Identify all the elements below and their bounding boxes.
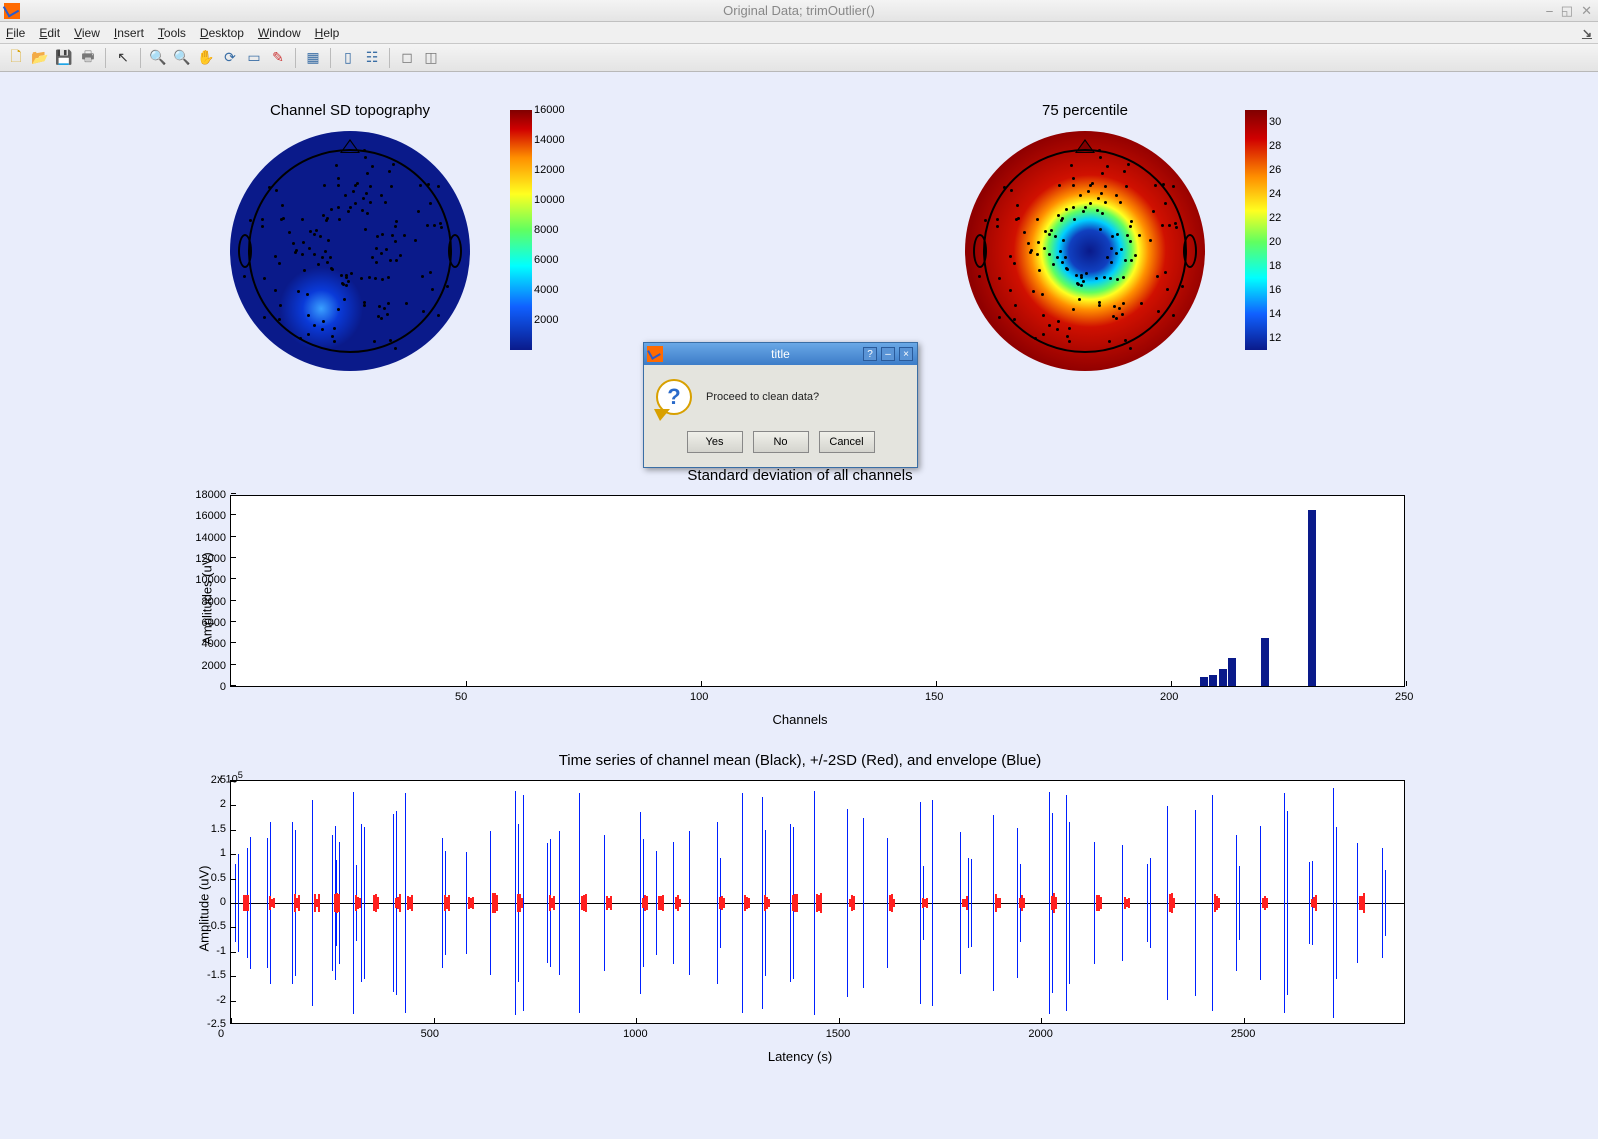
menu-view[interactable]: View bbox=[74, 26, 100, 40]
window-titlebar: Original Data; trimOutlier() ⎯ ◱ ✕ bbox=[0, 0, 1598, 22]
dialog-close-icon[interactable]: × bbox=[899, 347, 913, 361]
timeseries-xlabel: Latency (s) bbox=[768, 1049, 832, 1064]
matlab-icon bbox=[4, 3, 20, 19]
timeseries-yexp: 5 bbox=[238, 770, 243, 780]
colorbar-percentile: 30282624222018161412 bbox=[1245, 110, 1267, 350]
yes-button[interactable]: Yes bbox=[687, 431, 743, 453]
zoom-in-icon[interactable]: 🔍 bbox=[148, 48, 168, 68]
colorbar-gradient bbox=[1245, 110, 1267, 350]
minimize-icon[interactable]: ⎯ bbox=[1546, 3, 1553, 19]
maximize-icon[interactable]: ◱ bbox=[1561, 3, 1573, 19]
dialog-message: Proceed to clean data? bbox=[706, 391, 819, 403]
timeseries-axes bbox=[230, 780, 1405, 1024]
barchart-xlabel: Channels bbox=[773, 712, 828, 727]
link-icon[interactable]: ▦ bbox=[303, 48, 323, 68]
pointer-icon[interactable]: ↖ bbox=[113, 48, 133, 68]
window-buttons: ⎯ ◱ ✕ bbox=[1546, 3, 1592, 19]
menu-window[interactable]: Window bbox=[258, 26, 301, 40]
menu-desktop[interactable]: Desktop bbox=[200, 26, 244, 40]
menu-insert[interactable]: Insert bbox=[114, 26, 144, 40]
question-icon: ? bbox=[656, 379, 692, 415]
print-icon[interactable]: 🖶 bbox=[78, 48, 98, 68]
matlab-icon bbox=[647, 346, 663, 362]
dock-corner-icon[interactable]: ↘ bbox=[1582, 26, 1592, 40]
legend-icon[interactable]: ☷ bbox=[362, 48, 382, 68]
hide-icon[interactable]: ◻ bbox=[397, 48, 417, 68]
new-file-icon[interactable]: 🗋 bbox=[6, 48, 26, 68]
barchart-title: Standard deviation of all channels bbox=[185, 467, 1415, 484]
colorbar-icon[interactable]: ▯ bbox=[338, 48, 358, 68]
toolbar: 🗋📂💾🖶↖🔍🔍✋⟳▭✎▦▯☷◻◫ bbox=[0, 44, 1598, 72]
topoplot-percentile-head bbox=[965, 131, 1205, 371]
electrodes bbox=[230, 131, 470, 371]
barchart-sd: Standard deviation of all channels Chann… bbox=[185, 467, 1415, 725]
timeseries-title: Time series of channel mean (Black), +/-… bbox=[185, 752, 1415, 769]
brush-icon[interactable]: ✎ bbox=[268, 48, 288, 68]
topoplot-sd-head bbox=[230, 131, 470, 371]
figure-canvas: Channel SD topography 160001400012000100… bbox=[0, 72, 1598, 1139]
menu-help[interactable]: Help bbox=[315, 26, 340, 40]
topoplot-sd: Channel SD topography 160001400012000100… bbox=[230, 102, 470, 371]
show-icon[interactable]: ◫ bbox=[421, 48, 441, 68]
open-folder-icon[interactable]: 📂 bbox=[30, 48, 50, 68]
electrodes bbox=[965, 131, 1205, 371]
close-icon[interactable]: ✕ bbox=[1581, 3, 1592, 19]
colorbar-sd: 160001400012000100008000600040002000 bbox=[510, 110, 532, 350]
pan-icon[interactable]: ✋ bbox=[196, 48, 216, 68]
topoplot-percentile: 75 percentile 30282624222018161412 bbox=[965, 102, 1205, 371]
menu-file[interactable]: File bbox=[6, 26, 25, 40]
rotate-icon[interactable]: ⟳ bbox=[220, 48, 240, 68]
menu-bar: File Edit View Insert Tools Desktop Wind… bbox=[0, 22, 1598, 44]
dialog-minimize-icon[interactable]: – bbox=[881, 347, 895, 361]
dialog-title: title bbox=[771, 347, 790, 361]
cancel-button[interactable]: Cancel bbox=[819, 431, 875, 453]
barchart-axes bbox=[230, 495, 1405, 687]
zoom-out-icon[interactable]: 🔍 bbox=[172, 48, 192, 68]
dialog-help-icon[interactable]: ? bbox=[863, 347, 877, 361]
topoplot-sd-title: Channel SD topography bbox=[230, 102, 470, 119]
confirm-dialog: title ? – × ? Proceed to clean data? Yes… bbox=[643, 342, 918, 468]
menu-edit[interactable]: Edit bbox=[39, 26, 60, 40]
timeseries-chart: Time series of channel mean (Black), +/-… bbox=[185, 752, 1415, 1062]
topoplot-percentile-title: 75 percentile bbox=[965, 102, 1205, 119]
datacursor-icon[interactable]: ▭ bbox=[244, 48, 264, 68]
window-title: Original Data; trimOutlier() bbox=[723, 3, 875, 18]
menu-tools[interactable]: Tools bbox=[158, 26, 186, 40]
dialog-titlebar[interactable]: title ? – × bbox=[644, 343, 917, 365]
no-button[interactable]: No bbox=[753, 431, 809, 453]
save-icon[interactable]: 💾 bbox=[54, 48, 74, 68]
colorbar-gradient bbox=[510, 110, 532, 350]
